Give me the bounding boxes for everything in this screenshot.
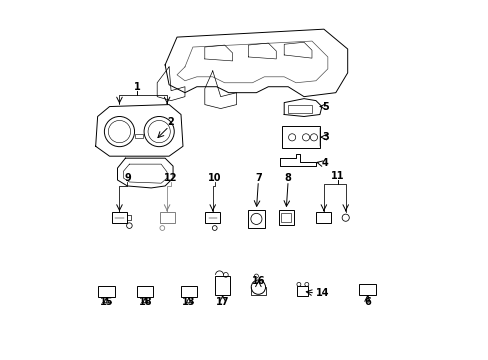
Bar xyxy=(112,212,127,223)
Text: 17: 17 xyxy=(216,297,229,307)
Text: 1: 1 xyxy=(134,82,141,92)
Bar xyxy=(278,210,293,225)
Text: 13: 13 xyxy=(182,297,195,307)
Text: 10: 10 xyxy=(207,173,221,183)
Bar xyxy=(159,212,174,223)
Text: 15: 15 xyxy=(100,297,113,307)
Text: 11: 11 xyxy=(330,171,344,181)
Bar xyxy=(137,285,153,297)
Text: 4: 4 xyxy=(321,158,328,168)
Bar xyxy=(215,276,230,295)
Bar xyxy=(205,212,220,223)
Bar xyxy=(297,286,308,296)
Text: 8: 8 xyxy=(284,173,291,183)
Text: 3: 3 xyxy=(321,132,328,142)
Text: 18: 18 xyxy=(138,297,152,307)
Text: 12: 12 xyxy=(164,173,178,183)
Bar xyxy=(358,284,375,295)
Text: 16: 16 xyxy=(251,276,264,286)
Bar xyxy=(282,126,319,148)
Bar xyxy=(98,285,115,297)
Text: 2: 2 xyxy=(167,117,174,127)
Bar xyxy=(281,213,290,222)
Bar xyxy=(247,210,264,228)
Text: 9: 9 xyxy=(124,173,130,183)
Bar xyxy=(181,285,197,297)
Bar xyxy=(316,212,331,223)
Text: 14: 14 xyxy=(315,288,329,298)
Bar xyxy=(135,134,143,138)
Text: 5: 5 xyxy=(321,102,328,112)
Text: 6: 6 xyxy=(364,297,370,307)
Text: 7: 7 xyxy=(255,173,261,183)
Bar xyxy=(287,105,311,113)
